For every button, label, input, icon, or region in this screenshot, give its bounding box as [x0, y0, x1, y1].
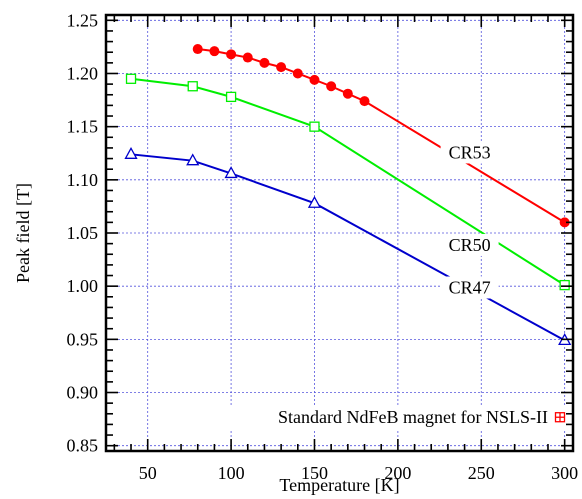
x-tick-label: 300 [551, 463, 578, 483]
curve-label-bg [440, 276, 499, 299]
curve-label-cr47: CR47 [449, 277, 491, 297]
y-tick-label: 0.95 [67, 329, 99, 349]
data-point-cr53 [292, 68, 303, 79]
data-point-cr53 [326, 81, 337, 92]
y-tick-label: 1.00 [67, 276, 99, 296]
data-point-cr53 [226, 49, 237, 60]
x-tick-label: 250 [468, 463, 495, 483]
y-axis-label: Peak field [T] [13, 183, 33, 283]
y-tick-label: 1.10 [67, 170, 99, 190]
x-tick-label: 100 [218, 463, 245, 483]
curve-label-bg [440, 141, 499, 164]
data-point-cr53 [559, 217, 570, 228]
grid [106, 15, 573, 451]
legend-bg [176, 405, 568, 430]
series-cr53 [192, 44, 570, 228]
y-tick-label: 0.90 [67, 383, 99, 403]
data-point-cr53 [359, 96, 370, 107]
curve-label-bg [440, 233, 499, 256]
data-point-cr47 [186, 153, 200, 166]
data-point-cr53 [242, 52, 253, 63]
annotation-layer: CR53 CR50 CR47 [440, 141, 499, 299]
series-layer [124, 44, 572, 346]
y-tick-label: 1.05 [67, 223, 99, 243]
data-point-cr50 [225, 91, 237, 103]
data-point-cr50 [125, 73, 137, 84]
data-point-cr47 [124, 146, 138, 159]
data-point-cr53 [209, 46, 220, 57]
data-point-cr53 [342, 88, 353, 99]
curve-label-cr53: CR53 [449, 142, 491, 162]
y-tick-label: 1.20 [67, 63, 99, 83]
data-point-cr50 [559, 279, 570, 291]
legend-label: Standard NdFeB magnet for NSLS-II [278, 407, 548, 427]
x-axis-label: Temperature [K] [279, 475, 399, 495]
data-point-cr53 [192, 44, 203, 55]
y-tick-label: 1.25 [67, 10, 99, 30]
legend: Standard NdFeB magnet for NSLS-II [176, 405, 568, 430]
data-point-cr47 [307, 195, 322, 208]
y-tick-label: 1.15 [67, 117, 99, 137]
data-point-cr53 [309, 74, 320, 85]
x-tick-label: 150 [301, 463, 328, 483]
y-tick-label: 0.85 [67, 436, 99, 456]
series-cr50 [125, 73, 570, 291]
axis-ticks: 50 100 150 200 250 300 0.85 0.90 0.95 1.00 1.05 1.1… [67, 10, 579, 483]
curve-label-cr50: CR50 [449, 235, 491, 255]
data-point-cr50 [309, 121, 320, 132]
data-point-cr53 [259, 57, 270, 68]
data-point-cr47 [224, 166, 238, 179]
data-point-cr50 [187, 81, 198, 92]
series-line-cr53 [197, 48, 566, 224]
data-point-cr53 [276, 62, 287, 73]
x-tick-label: 50 [139, 463, 157, 483]
x-tick-label: 200 [384, 463, 411, 483]
